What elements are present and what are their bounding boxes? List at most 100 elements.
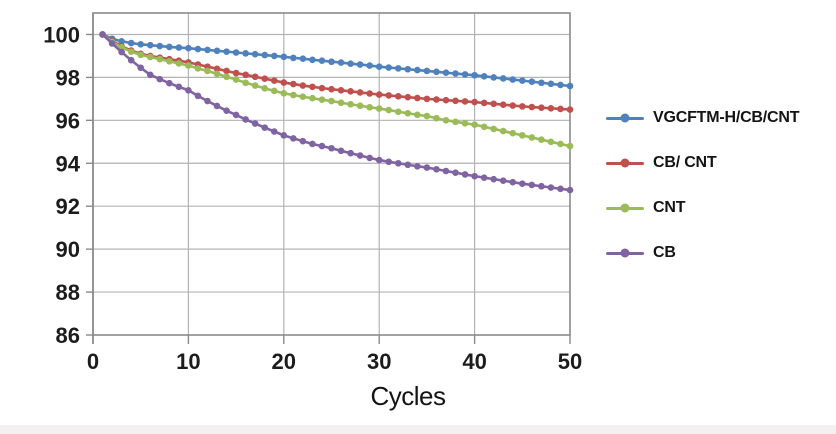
series-marker: [394, 92, 402, 100]
series-marker: [557, 185, 564, 193]
legend-dot-icon: [620, 203, 630, 213]
series-marker: [261, 124, 269, 131]
series-marker: [156, 42, 164, 50]
series-marker: [366, 62, 373, 69]
series-marker: [270, 77, 278, 84]
series-marker: [328, 58, 335, 66]
series-marker: [385, 92, 393, 99]
series-marker: [414, 111, 421, 119]
series-marker: [204, 97, 211, 105]
series-marker: [490, 125, 497, 133]
series-marker: [528, 181, 536, 189]
series-marker: [328, 97, 335, 105]
series-marker: [423, 164, 431, 171]
series-marker: [318, 57, 326, 64]
legend: VGCFTM-H/CB/CNT CB/ CNT CNT CB: [606, 105, 832, 266]
series-marker: [232, 76, 240, 83]
y-tick-label: 86: [56, 323, 80, 348]
series-marker: [137, 51, 144, 59]
series-marker: [356, 89, 364, 96]
series-marker: [414, 66, 421, 74]
series-marker: [146, 53, 154, 61]
series-marker: [290, 91, 297, 99]
legend-item-cnt: CNT: [606, 195, 832, 221]
series-marker: [127, 48, 135, 55]
legend-label: CB/ CNT: [653, 154, 717, 171]
series-marker: [270, 52, 278, 60]
series-marker: [204, 67, 211, 75]
legend-label: VGCFTM-H/CB/CNT: [653, 109, 800, 126]
series-marker: [127, 39, 135, 47]
series-marker: [528, 103, 536, 111]
tick-marks: [86, 33, 571, 344]
series-marker: [366, 103, 373, 111]
y-tick-label: 92: [56, 194, 80, 219]
series-marker: [318, 96, 326, 104]
series-marker: [414, 94, 421, 102]
x-tick-label: 30: [367, 349, 391, 374]
series-marker: [442, 96, 450, 104]
series-marker: [270, 87, 278, 95]
legend-dot-icon: [620, 158, 630, 168]
series-marker: [299, 93, 307, 101]
series-marker: [499, 75, 507, 82]
series-marker: [375, 156, 383, 164]
series-marker: [461, 171, 469, 178]
x-tick-labels: 0 10 20 30 40 50: [87, 349, 582, 374]
series-marker: [146, 41, 154, 49]
series-marker: [309, 140, 316, 148]
series-marker: [519, 132, 526, 139]
series-marker: [490, 74, 497, 81]
series-marker: [394, 65, 402, 72]
series-marker: [166, 79, 173, 87]
series-line-1: [101, 33, 572, 111]
series-marker: [557, 140, 564, 148]
y-tick-label: 100: [43, 22, 80, 47]
series-marker: [194, 45, 202, 53]
series-marker: [442, 69, 450, 76]
series-marker: [137, 41, 144, 48]
series-marker: [223, 48, 230, 55]
series-marker: [127, 56, 135, 64]
series-marker: [118, 48, 125, 56]
series-marker: [309, 56, 316, 64]
series-marker: [280, 53, 288, 61]
series-marker: [547, 80, 555, 88]
series-marker: [461, 98, 469, 105]
series-marker: [194, 65, 202, 72]
series-marker: [509, 129, 517, 137]
series-marker: [366, 90, 373, 97]
legend-line-icon: [606, 248, 644, 258]
x-tick-label: 20: [272, 349, 296, 374]
legend-line-icon: [606, 113, 644, 123]
series-marker: [423, 112, 431, 120]
series-marker: [519, 180, 526, 187]
cycle-retention-chart: 86 88 90 92 94 96 98 100 0 10 20 30 40 50: [43, 12, 582, 374]
series-marker: [280, 132, 288, 139]
series-marker: [261, 51, 269, 59]
series-marker: [309, 94, 316, 102]
series-marker: [194, 92, 202, 100]
series-marker: [299, 55, 307, 63]
series-marker: [433, 96, 440, 103]
series-marker: [490, 100, 497, 108]
y-tick-labels: 86 88 90 92 94 96 98 100: [43, 22, 80, 348]
series-marker: [309, 83, 316, 91]
gridlines: [93, 13, 570, 335]
series-marker: [461, 71, 469, 78]
page-footer-strip: [0, 425, 836, 434]
series-marker: [232, 69, 240, 77]
series-marker: [423, 95, 431, 103]
series-marker: [404, 93, 412, 101]
series-marker: [337, 59, 345, 66]
y-tick-label: 88: [56, 280, 80, 305]
series-marker: [423, 67, 431, 75]
series-marker: [509, 102, 517, 109]
series-marker: [471, 121, 478, 128]
series-marker: [204, 46, 211, 54]
series-marker: [375, 105, 383, 112]
series-marker: [375, 63, 383, 70]
series-marker: [452, 118, 459, 126]
series-marker: [480, 73, 488, 80]
y-tick-label: 90: [56, 237, 80, 262]
